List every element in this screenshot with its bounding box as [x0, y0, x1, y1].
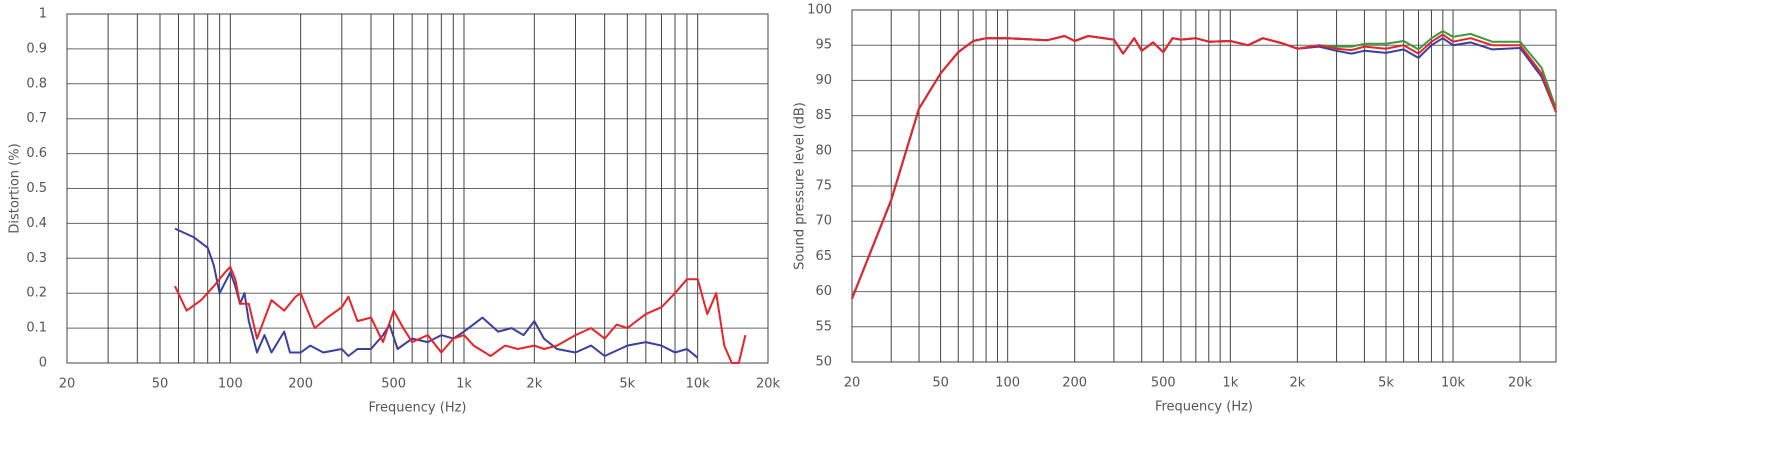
x-tick-label: 200 — [1062, 376, 1087, 391]
x-axis-title: Frequency (Hz) — [1155, 400, 1253, 415]
data-line — [851, 35, 1557, 299]
x-tick-label: 20k — [756, 377, 781, 392]
y-tick-label: 0.5 — [26, 181, 47, 196]
y-tick-label: 70 — [815, 214, 832, 229]
y-tick-label: 0.7 — [26, 111, 47, 126]
x-tick-label: 10k — [1441, 376, 1466, 391]
y-axis-title: Sound pressure level (dB) — [793, 102, 808, 270]
x-tick-label: 200 — [288, 377, 313, 392]
y-tick-label: 80 — [815, 143, 832, 158]
y-tick-label: 0.2 — [26, 286, 47, 301]
y-tick-label: 85 — [815, 108, 832, 123]
y-tick-label: 0.6 — [26, 146, 47, 161]
y-tick-label: 0.8 — [26, 76, 47, 91]
y-tick-label: 0.3 — [26, 251, 47, 266]
y-tick-label: 100 — [807, 3, 832, 18]
x-tick-label: 100 — [218, 377, 243, 392]
y-tick-label: 1 — [39, 7, 47, 22]
y-tick-label: 75 — [815, 179, 832, 194]
x-tick-label: 1k — [456, 377, 472, 392]
x-tick-label: 20 — [844, 376, 861, 391]
y-tick-label: 0.4 — [26, 216, 47, 231]
y-axis-title: Distortion (%) — [8, 143, 23, 233]
y-tick-label: 0.1 — [26, 321, 47, 336]
plot-frame — [851, 9, 1557, 363]
y-tick-label: 0 — [39, 356, 47, 371]
data-line — [851, 30, 1557, 299]
x-tick-label: 50 — [152, 377, 169, 392]
data-line — [851, 33, 1557, 299]
plot-frame — [66, 13, 769, 364]
x-tick-label: 500 — [1151, 376, 1176, 391]
y-tick-label: 50 — [815, 355, 832, 370]
x-tick-label: 100 — [995, 376, 1020, 391]
x-tick-label: 2k — [1289, 376, 1305, 391]
y-tick-label: 0.9 — [26, 41, 47, 56]
data-line — [174, 266, 747, 364]
y-tick-label: 65 — [815, 249, 832, 264]
x-tick-label: 2k — [526, 377, 542, 392]
y-tick-label: 95 — [815, 38, 832, 53]
x-tick-label: 1k — [1222, 376, 1238, 391]
x-tick-label: 500 — [381, 377, 406, 392]
x-axis-title: Frequency (Hz) — [368, 401, 466, 416]
y-tick-label: 90 — [815, 73, 832, 88]
x-tick-label: 20k — [1508, 376, 1533, 391]
x-tick-label: 50 — [932, 376, 949, 391]
x-tick-label: 5k — [1378, 376, 1394, 391]
x-tick-label: 5k — [619, 377, 635, 392]
x-tick-label: 10k — [686, 377, 711, 392]
x-tick-label: 20 — [59, 377, 76, 392]
y-tick-label: 55 — [815, 319, 832, 334]
y-tick-label: 60 — [815, 284, 832, 299]
